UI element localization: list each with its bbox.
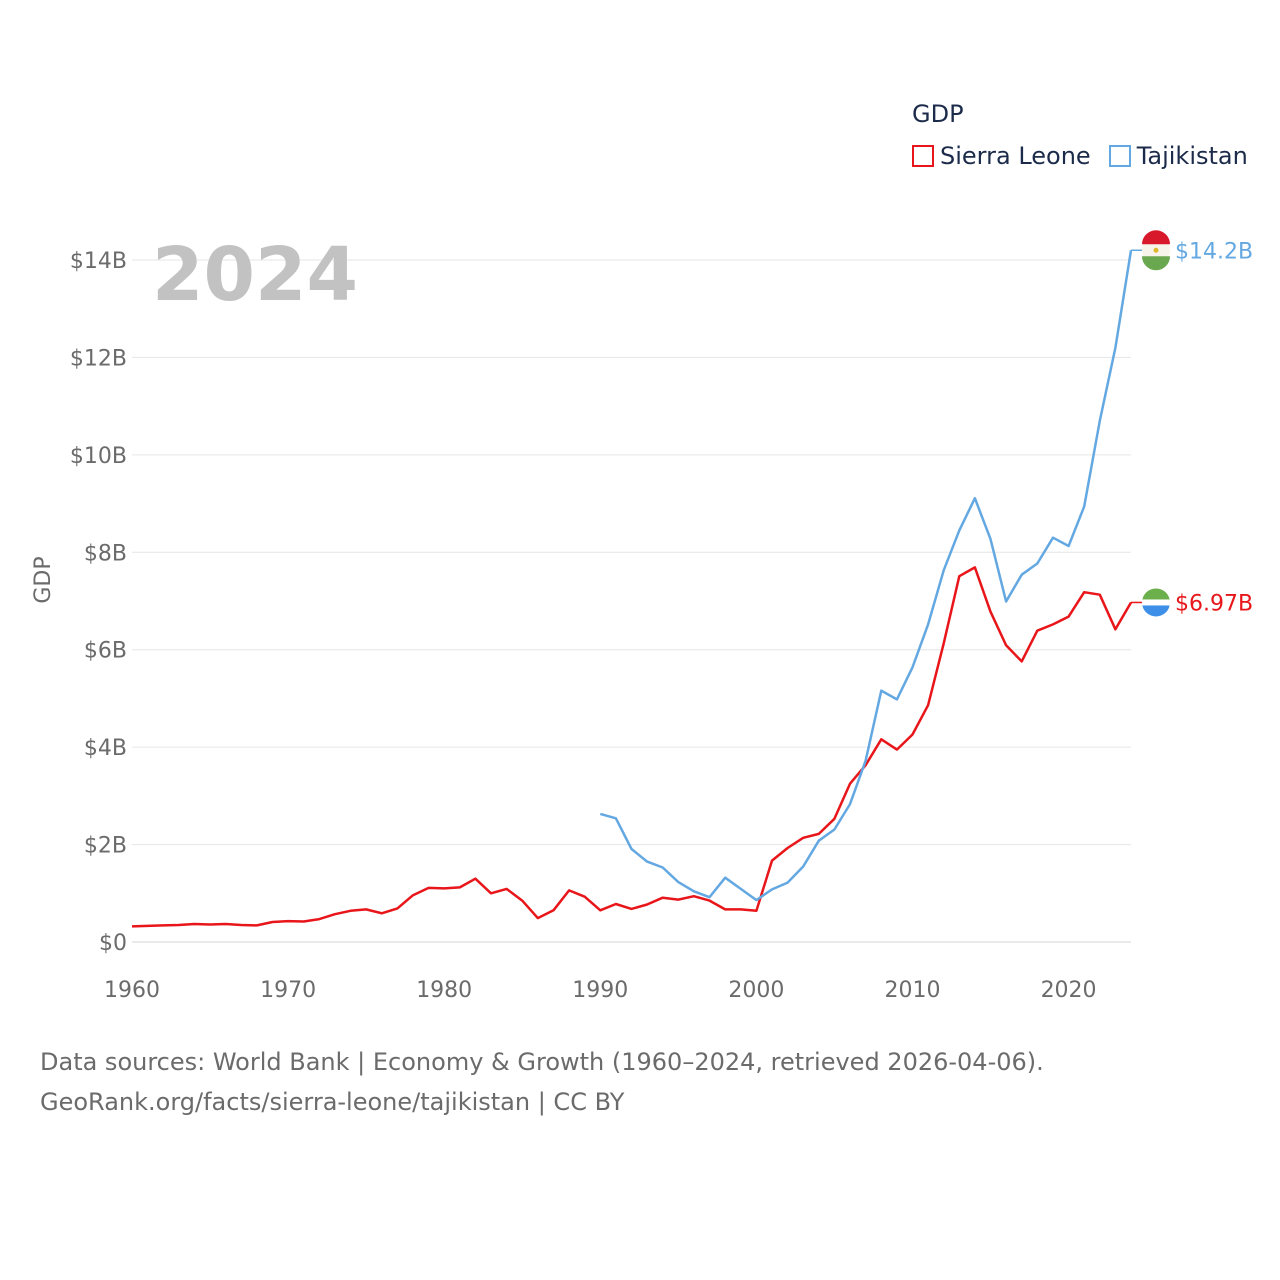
- footer-sources: Data sources: World Bank | Economy & Gro…: [40, 1048, 1044, 1076]
- flag-icon-sierra-leone: [1142, 588, 1170, 617]
- legend-label-sierra-leone: Sierra Leone: [940, 142, 1091, 170]
- x-tick-label: 1970: [260, 978, 316, 1003]
- x-tick-label: 2000: [728, 978, 784, 1003]
- year-watermark: 2024: [152, 232, 358, 318]
- x-tick-label: 1960: [104, 978, 160, 1003]
- flag-stripe: [1142, 230, 1170, 245]
- series-line-sierra-leone: [131, 566, 1133, 928]
- y-axis-label: GDP: [31, 556, 56, 603]
- x-tick-label: 1990: [572, 978, 628, 1003]
- legend-item-tajikistan[interactable]: Tajikistan: [1108, 142, 1248, 170]
- legend-item-sierra-leone[interactable]: Sierra Leone: [912, 142, 1091, 170]
- grid-lines: [132, 259, 1131, 943]
- flag-stripe: [1142, 599, 1170, 606]
- y-tick-label: $8B: [84, 541, 127, 566]
- y-tick-label: $4B: [84, 736, 127, 761]
- flag-stripe: [1142, 588, 1170, 603]
- legend-swatch-sierra-leone: [912, 145, 934, 167]
- y-tick-label: $6B: [84, 639, 127, 664]
- x-tick-label: 1980: [416, 978, 472, 1003]
- series-lines: [131, 250, 1133, 928]
- flag-stripe: [1142, 256, 1170, 271]
- footer-link[interactable]: GeoRank.org/facts/sierra-leone/tajikista…: [40, 1088, 625, 1116]
- x-tick-label: 2020: [1041, 978, 1097, 1003]
- flag-icon-tajikistan: [1142, 230, 1170, 271]
- footer: Data sources: World Bank | Economy & Gro…: [40, 1042, 1044, 1122]
- y-tick-label: $10B: [70, 444, 127, 469]
- legend-swatch-tajikistan: [1108, 145, 1131, 167]
- end-value-label-tajikistan: $14.2B: [1175, 239, 1253, 264]
- y-tick-label: $0: [99, 931, 127, 956]
- legend-label-tajikistan: Tajikistan: [1136, 142, 1248, 170]
- flag-emblem: [1153, 247, 1159, 253]
- x-tick-label: 2010: [884, 978, 940, 1003]
- x-axis-ticks: 1960 1970 1980 1990 2000 2010 2020: [104, 978, 1097, 1003]
- series-line-tajikistan: [599, 250, 1133, 902]
- series-end-markers: $6.97B $14.2B: [1131, 230, 1253, 617]
- y-tick-label: $2B: [84, 834, 127, 859]
- y-tick-label: $14B: [70, 249, 127, 274]
- y-tick-label: $12B: [70, 346, 127, 371]
- legend-title: GDP: [912, 100, 964, 128]
- flag-stripe: [1142, 602, 1170, 617]
- y-axis-ticks: $0 $2B $4B $6B $8B $10B $12B $14B: [70, 249, 127, 956]
- end-value-label-sierra-leone: $6.97B: [1175, 591, 1253, 616]
- legend: GDP Sierra Leone Tajikistan: [912, 100, 1248, 170]
